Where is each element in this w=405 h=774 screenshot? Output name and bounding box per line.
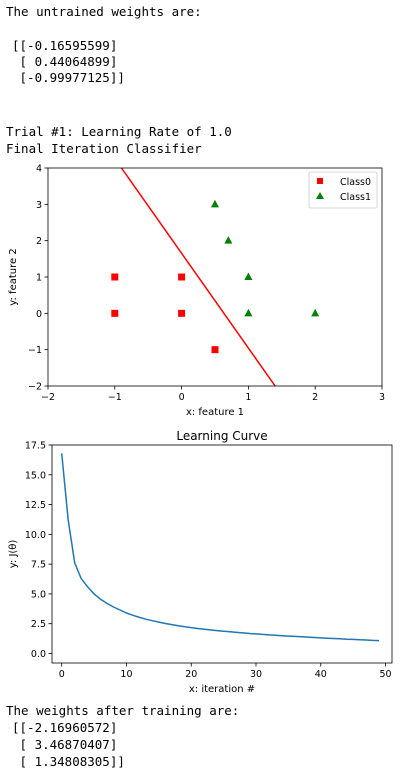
- scatter-xtick-label: −1: [108, 392, 122, 403]
- class0-point: [178, 274, 185, 281]
- untrained-weights-heading: The untrained weights are:: [6, 4, 202, 19]
- untrained-weight-2: [-0.99977125]]: [12, 70, 125, 85]
- class1-point: [211, 200, 219, 208]
- scatter-xtick-label: 3: [379, 392, 385, 403]
- curve-xtick-label: 10: [120, 669, 132, 680]
- class0-point: [178, 310, 185, 317]
- scatter-ylabel: y: feature 2: [8, 248, 19, 305]
- untrained-weight-1: [ 0.44064899]: [12, 54, 117, 69]
- untrained-weight-0: [[-0.16595599]: [12, 38, 117, 53]
- class1-point: [224, 236, 232, 244]
- scatter-xlabel: x: feature 1: [186, 407, 244, 418]
- curve-xlabel: x: iteration #: [189, 684, 255, 695]
- class0-point: [111, 274, 118, 281]
- legend-class0-label: Class0: [340, 177, 371, 188]
- curve-ytick-label: 0.0: [31, 649, 46, 660]
- scatter-xtick-label: −2: [41, 392, 55, 403]
- classifier-heading: Final Iteration Classifier: [6, 141, 202, 156]
- trial-heading: Trial #1: Learning Rate of 1.0: [6, 124, 232, 139]
- scatter-xtick-label: 0: [179, 392, 185, 403]
- scatter-ytick-label: 2: [36, 236, 42, 247]
- curve-ytick-label: 2.5: [31, 619, 46, 630]
- scatter-ytick-label: 1: [36, 273, 42, 284]
- curve-ylabel: y: J(θ): [8, 540, 19, 569]
- scatter-legend: Class0 Class1: [309, 172, 377, 208]
- curve-xtick-label: 0: [59, 669, 65, 680]
- legend-class0-marker: [317, 178, 323, 184]
- scatter-ytick-label: −2: [28, 382, 42, 393]
- trained-weights-heading: The weights after training are:: [6, 703, 239, 718]
- curve-ytick-label: 15.0: [25, 470, 46, 481]
- curve-xtick-label: 40: [315, 669, 327, 680]
- learning-curve-chart: Learning Curve 0 10 20 30 40 50 0.0 2.5 5.0 7.5 10…: [0, 424, 405, 699]
- scatter-ytick-label: 3: [36, 200, 42, 211]
- curve-xtick-label: 30: [250, 669, 262, 680]
- trained-weight-1: [ 3.46870407]: [12, 737, 117, 752]
- class0-point: [111, 310, 118, 317]
- trained-weight-2: [ 1.34808305]]: [12, 754, 125, 769]
- classifier-scatter-chart: −2 −1 0 1 2 3 −2 −1 0 1 2 3 4 x: feature 1 y: featur…: [0, 158, 405, 423]
- curve-ytick-label: 10.0: [25, 530, 46, 541]
- class0-point: [212, 346, 219, 353]
- curve-ytick-label: 17.5: [25, 441, 46, 452]
- learning-curve-title: Learning Curve: [176, 429, 267, 443]
- scatter-xtick-label: 1: [245, 392, 251, 403]
- class1-point: [244, 273, 252, 281]
- scatter-ytick-label: −1: [28, 345, 42, 356]
- legend-class1-label: Class1: [340, 192, 371, 203]
- scatter-ytick-label: 0: [36, 309, 42, 320]
- decision-boundary-line: [121, 168, 275, 386]
- curve-ytick-label: 5.0: [31, 589, 46, 600]
- trained-weight-0: [[-2.16960572]: [12, 720, 117, 735]
- curve-xtick-label: 20: [185, 669, 197, 680]
- scatter-xtick-label: 2: [312, 392, 318, 403]
- class1-point: [311, 309, 319, 317]
- class1-point: [244, 309, 252, 317]
- curve-xtick-label: 50: [379, 669, 391, 680]
- scatter-ytick-label: 4: [36, 164, 42, 175]
- curve-ytick-label: 7.5: [31, 560, 46, 571]
- curve-ytick-label: 12.5: [25, 500, 46, 511]
- cost-curve-line: [62, 453, 379, 640]
